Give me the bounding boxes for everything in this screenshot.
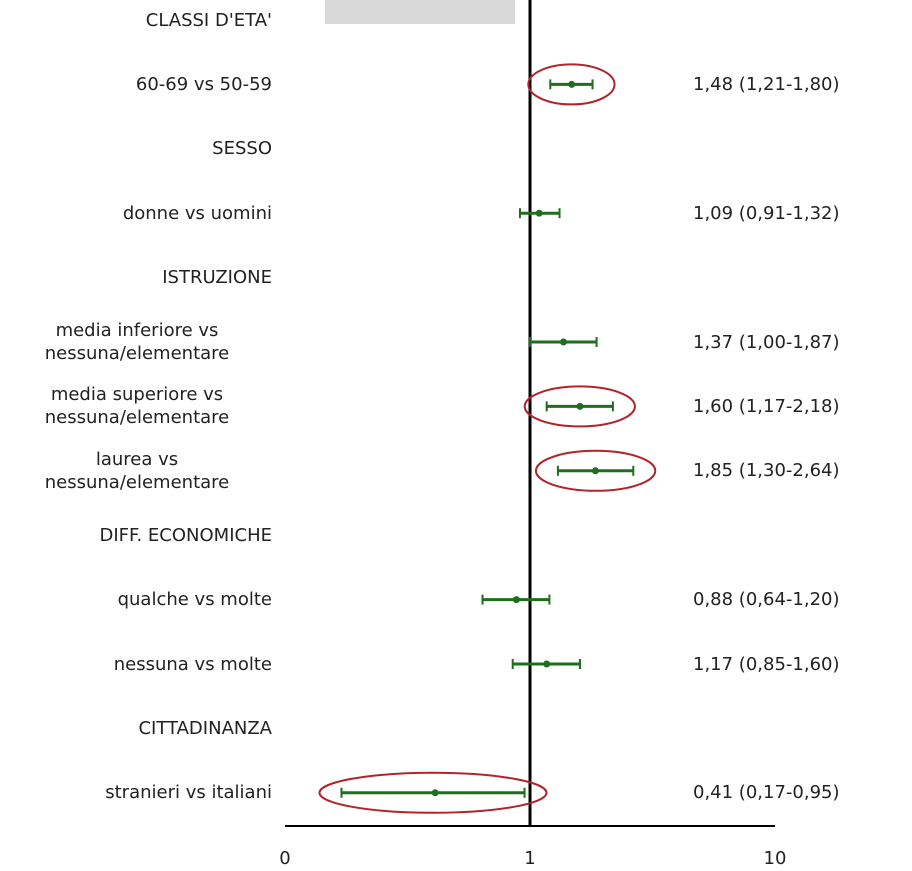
highlight-ellipse (527, 63, 616, 106)
row-label: qualche vs molte (117, 589, 272, 611)
x-tick-label: 1 (524, 848, 535, 869)
point-estimate (559, 338, 567, 346)
point-estimate (431, 789, 439, 797)
x-tick-label: 10 (764, 848, 787, 869)
value-label: 1,48 (1,21-1,80) (693, 73, 840, 95)
x-tick-label: 0 (279, 848, 290, 869)
row-label: CLASSI D'ETA' (145, 9, 272, 31)
value-label: 1,37 (1,00-1,87) (693, 331, 840, 353)
value-label: 1,85 (1,30-2,64) (693, 460, 840, 482)
row-label: 60-69 vs 50-59 (135, 73, 272, 95)
row-label: SESSO (212, 138, 272, 160)
row-label: DIFF. ECONOMICHE (99, 524, 273, 546)
row-label: nessuna vs molte (113, 653, 272, 675)
row-label: media superiore vs nessuna/elementare (44, 384, 230, 429)
row-label: laurea vs nessuna/elementare (44, 448, 230, 493)
value-label: 1,17 (0,85-1,60) (693, 653, 840, 675)
value-label: 1,60 (1,17-2,18) (693, 395, 840, 417)
highlight-ellipse (523, 385, 636, 428)
point-estimate (591, 467, 599, 475)
point-estimate (512, 596, 520, 604)
point-estimate (543, 660, 551, 668)
point-estimate (535, 209, 543, 217)
value-label: 1,09 (0,91-1,32) (693, 202, 840, 224)
row-label: stranieri vs italiani (105, 782, 272, 804)
highlight-ellipse (318, 771, 548, 814)
row-label: donne vs uomini (122, 202, 272, 224)
row-label: media inferiore vs nessuna/elementare (44, 320, 230, 364)
value-label: 0,41 (0,17-0,95) (693, 782, 840, 804)
point-estimate (576, 402, 584, 410)
banner-image (325, 0, 515, 24)
value-label: 0,88 (0,64-1,20) (693, 589, 840, 611)
row-label: CITTADINANZA (138, 717, 272, 739)
point-estimate (568, 80, 576, 88)
highlight-ellipse (534, 449, 657, 492)
row-label: ISTRUZIONE (162, 267, 272, 289)
